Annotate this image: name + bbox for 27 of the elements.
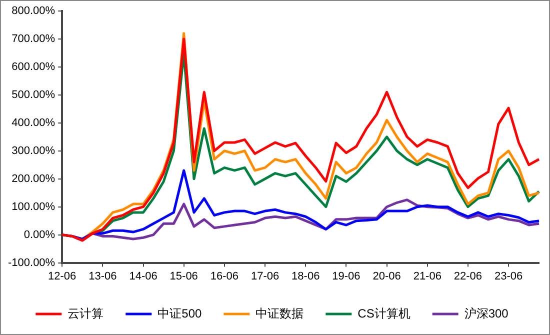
y-tick-label: -100.00% — [8, 256, 56, 269]
legend-label: 中证500 — [158, 306, 202, 320]
x-tick-label: 14-06 — [129, 270, 158, 282]
x-tick-label: 13-06 — [88, 270, 117, 282]
legend-label: CS计算机 — [358, 306, 410, 320]
y-tick-label: 800.00% — [12, 5, 56, 18]
x-tick-label: 21-06 — [413, 270, 442, 282]
legend-label: 云计算 — [68, 306, 104, 320]
x-tick-label: 16-06 — [210, 270, 239, 282]
y-tick-label: 600.00% — [12, 60, 56, 73]
y-tick-label: 400.00% — [12, 116, 56, 129]
x-tick-label: 19-06 — [332, 270, 360, 282]
y-tick-label: 500.00% — [12, 88, 56, 101]
x-tick-label: 20-06 — [372, 270, 401, 282]
legend-label: 中证数据 — [256, 306, 304, 320]
legend-label: 沪深300 — [464, 306, 509, 320]
x-tick-label: 15-06 — [170, 270, 198, 282]
x-tick-label: 23-06 — [494, 270, 523, 282]
y-tick-label: 0.00% — [24, 228, 56, 241]
y-tick-label: 700.00% — [12, 33, 56, 46]
y-tick-label: 100.00% — [12, 200, 56, 213]
x-tick-label: 12-06 — [48, 270, 76, 282]
x-tick-label: 22-06 — [454, 270, 482, 282]
x-tick-label: 18-06 — [292, 270, 320, 282]
y-tick-label: 200.00% — [12, 172, 56, 185]
y-tick-label: 300.00% — [12, 144, 56, 157]
x-tick-label: 17-06 — [250, 270, 280, 282]
